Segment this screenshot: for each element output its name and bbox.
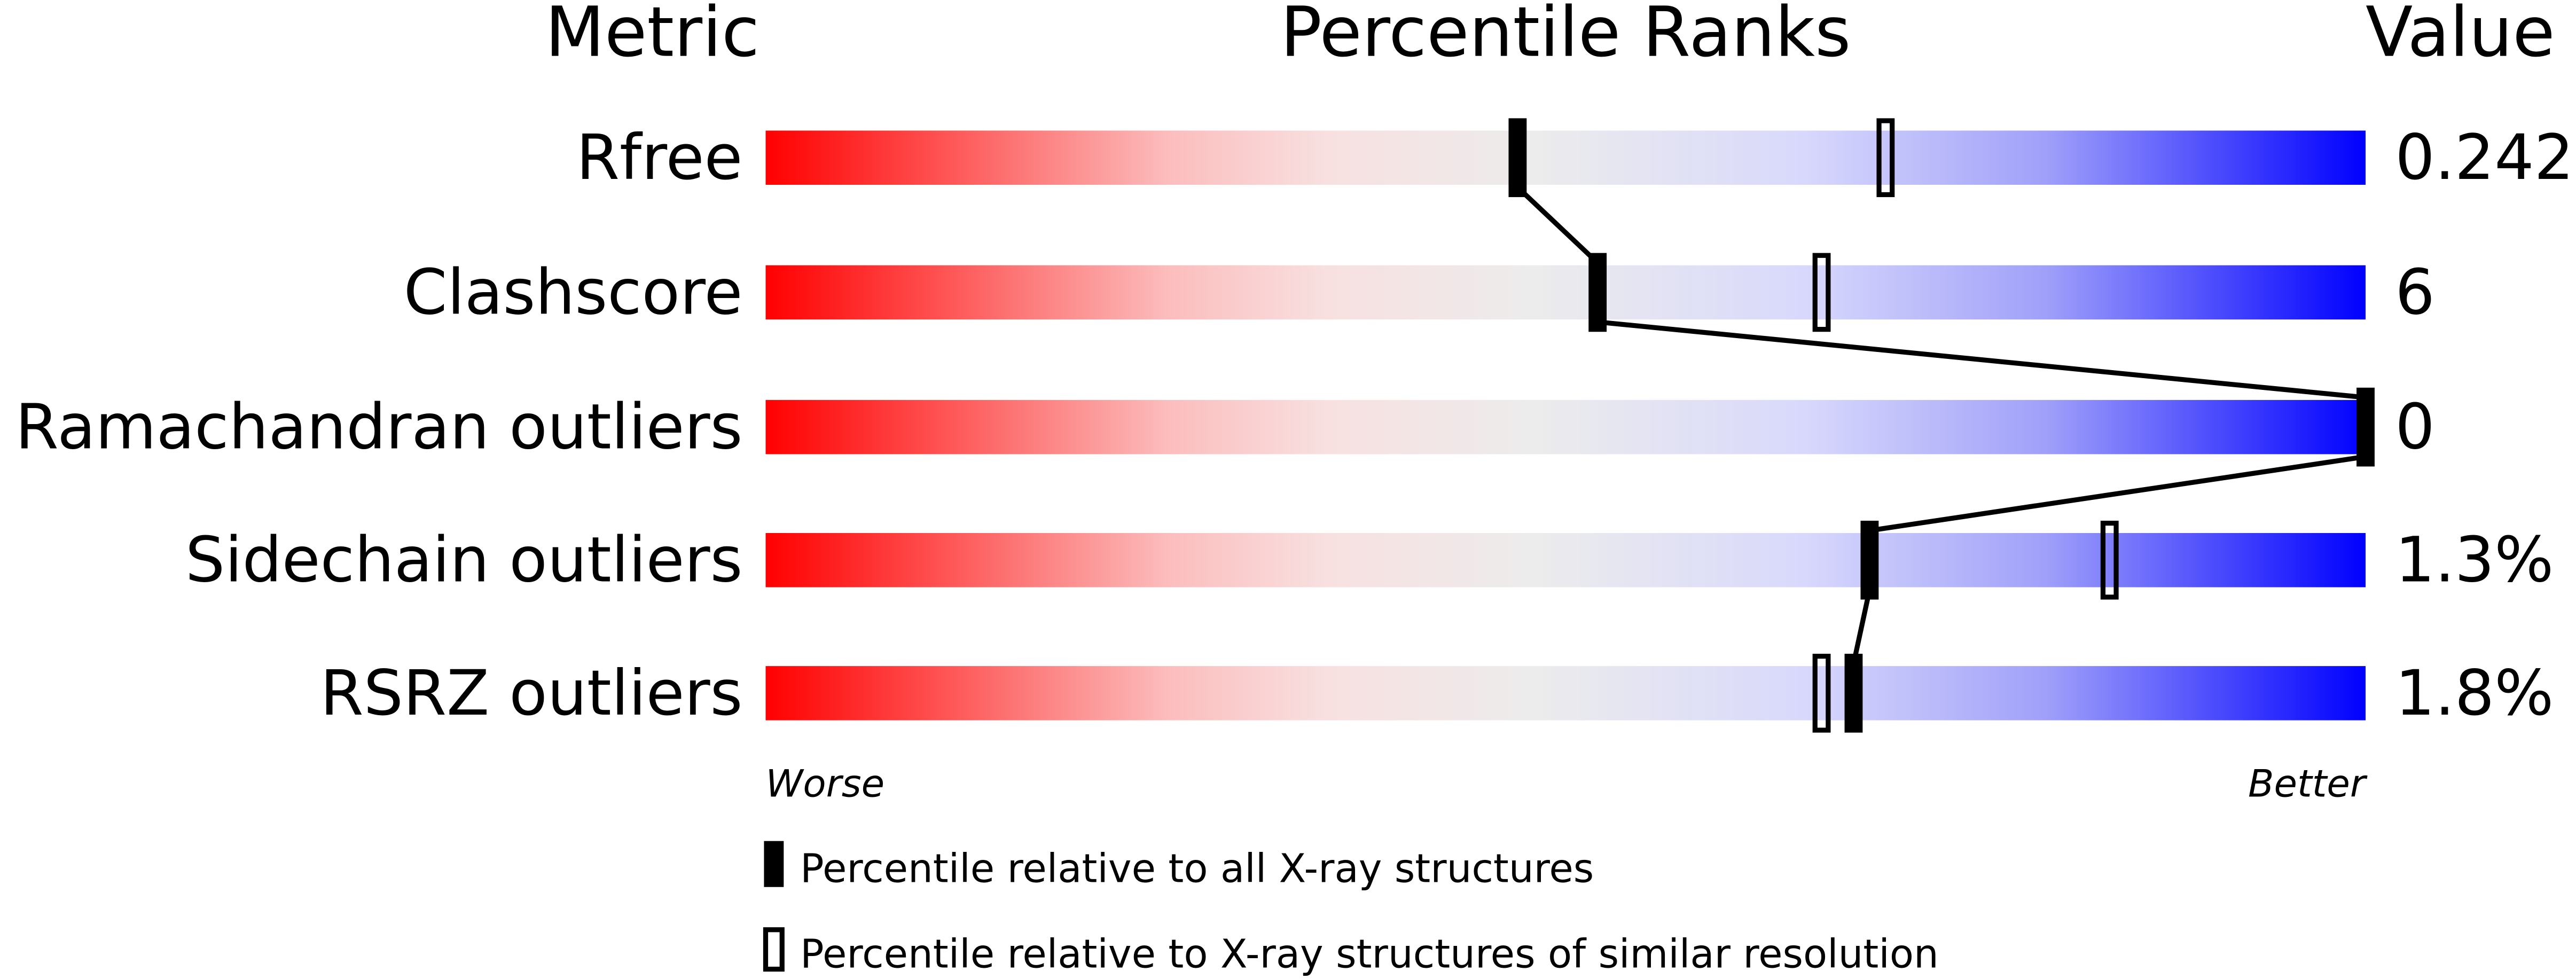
connector-line — [1869, 454, 2366, 533]
percentile-bar — [765, 130, 2366, 185]
connector-line — [1516, 185, 1600, 265]
metric-label: Sidechain outliers — [185, 524, 742, 597]
metric-label: Clashscore — [404, 256, 743, 328]
header-percentile: Percentile Ranks — [1280, 0, 1851, 73]
marker-all-structures — [1844, 654, 1863, 733]
legend-label-similar: Percentile relative to X-ray structures … — [800, 931, 1939, 977]
metric-value: 0 — [2395, 391, 2434, 464]
legend-label-all: Percentile relative to all X-ray structu… — [800, 846, 1594, 892]
metric-value: 1.3% — [2395, 524, 2554, 597]
connector-line — [1851, 589, 1872, 664]
metric-value: 0.242 — [2395, 121, 2574, 194]
metric-label: RSRZ outliers — [320, 657, 743, 730]
metric-label: Ramachandran outliers — [15, 391, 743, 464]
percentile-bar — [765, 265, 2366, 320]
metric-value: 1.8% — [2395, 657, 2554, 730]
percentile-bar — [765, 533, 2366, 588]
marker-all-structures — [1508, 118, 1527, 198]
header-value: Value — [2366, 0, 2555, 73]
marker-similar-resolution — [1876, 118, 1895, 198]
metric-label: Rfree — [576, 121, 743, 194]
percentile-bar — [765, 400, 2366, 455]
percentile-bar — [765, 666, 2366, 720]
marker-all-structures — [2356, 387, 2375, 467]
legend-filled-marker — [764, 841, 784, 887]
metric-value: 6 — [2395, 256, 2434, 328]
marker-similar-resolution — [2100, 520, 2119, 600]
worse-label: Worse — [765, 762, 884, 806]
better-label: Better — [2248, 762, 2368, 806]
header-metric: Metric — [545, 0, 760, 73]
marker-all-structures — [1588, 253, 1607, 332]
connector-line — [1597, 319, 2366, 400]
marker-similar-resolution — [1812, 654, 1831, 733]
legend-open-marker — [763, 927, 785, 972]
marker-all-structures — [1860, 520, 1879, 600]
marker-similar-resolution — [1812, 253, 1831, 332]
